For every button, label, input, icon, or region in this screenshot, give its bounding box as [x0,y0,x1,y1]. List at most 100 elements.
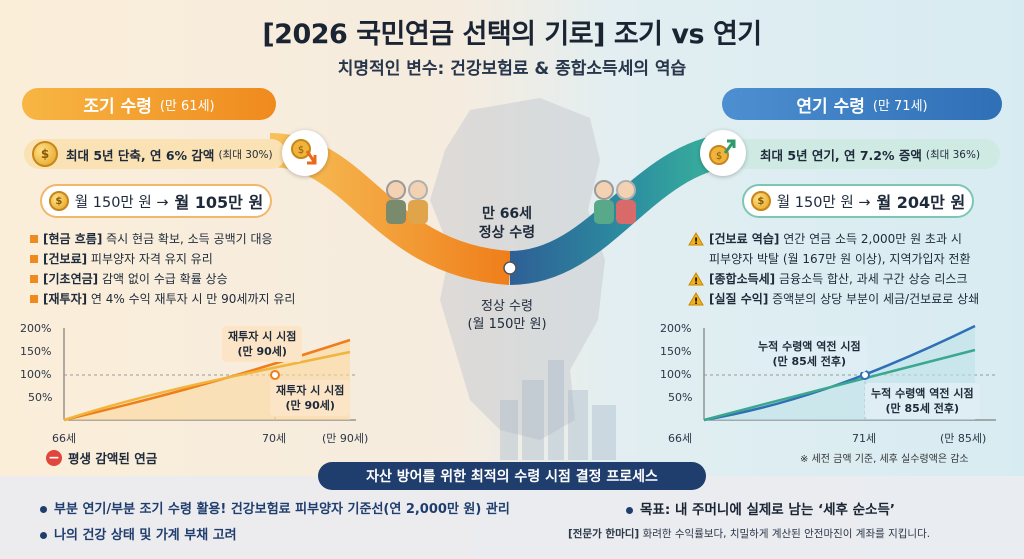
bullet-text: 연 4% 수익 재투자 시 만 90세까지 유리 [90,292,296,306]
early-callout-bottom: 재투자 시 시점 (만 90세) [270,380,351,416]
early-heading: 조기 수령 (만 61세) [22,88,276,120]
svg-text:!: ! [694,277,698,286]
goal-statement: 목표: 내 주머니에 실제로 남는 ‘세후 순소득’ [626,498,895,518]
bullet-tag: [건보료] [43,252,88,266]
x-tick: 71세 [852,432,877,445]
bullet-text: 증액분의 상당 부분이 세금/건보료로 상쇄 [772,292,980,306]
process-banner: 자산 방어를 위한 최적의 수령 시점 결정 프로세스 [318,462,706,490]
normal-amount-line1: 정상 수령 [481,299,533,314]
y-tick: 150% [660,345,692,358]
list-item: 피부양자 박탈 (월 167만 원 이상), 지역가입자 전환 [688,249,1008,269]
early-amount-pre: 월 150만 원 → [74,194,169,211]
late-callout-bottom: 누적 수령액 역전 시점 (만 85세 전후) [865,383,980,419]
list-item: [현금 흐름] 즉시 현금 확보, 소득 공백기 대응 [30,229,330,249]
normal-amount-label: 정상 수령 (월 150만 원) [447,298,567,334]
late-heading-label: 연기 수령 [796,96,865,117]
svg-text:!: ! [694,237,698,246]
expert-tag: [전문가 한마디] [568,528,640,540]
page-subtitle: 치명적인 변수: 건강보험료 & 종합소득세의 역습 [337,59,687,79]
y-tick: 100% [20,368,52,381]
late-callout-top: 누적 수령액 역전 시점 (만 85세 전후) [752,336,867,372]
y-tick: 50% [668,391,693,404]
bullet-text: 연간 연금 소득 2,000만 원 초과 시 [783,232,962,246]
x-tick: 70세 [262,432,287,445]
list-item: ! [실질 수익] 증액분의 상당 부분이 세금/건보료로 상쇄 [688,289,1008,309]
y-tick: 50% [28,391,53,404]
list-item: [기초연금] 감액 없이 수급 확률 상승 [30,269,330,289]
y-tick: 200% [660,322,692,335]
coin-stack-icon: $ [32,141,58,167]
x-tick: 66세 [52,432,77,445]
y-tick: 150% [20,345,52,358]
normal-age-label: 만 66세 정상 수령 [452,205,562,243]
coin-icon: $ [48,191,69,211]
bullet-dot [626,506,633,514]
bottom-item-2: 나의 건강 상태 및 가계 부채 고려 [40,524,237,543]
page-title: [2026 국민연금 선택의 기로] 조기 vs 연기 [262,19,762,50]
late-crossover-point [860,370,870,380]
minus-icon: − [46,449,62,466]
elderly-couple-icon [376,176,438,226]
coin-down-arrow-icon: $ [282,130,328,176]
expert-text: 화려한 수익률보다, 치밀하게 계산된 안전마진이 계좌를 지킵니다. [642,528,931,540]
x-tick: (만 90세) [322,432,369,445]
list-item: ! [종합소득세] 금융소득 합산, 과세 구간 상승 리스크 [688,269,1008,289]
bullet-tag: [건보료 역습] [709,232,780,246]
city-skyline [500,360,616,460]
early-legend: − 평생 감액된 연금 [46,448,157,467]
bullet-text: 감액 없이 수급 확률 상승 [101,272,228,286]
late-band: 최대 5년 연기, 연 7.2% 증액 (최대 36%) [718,139,1000,169]
bullet-text: 피부양자 박탈 (월 167만 원 이상), 지역가입자 전환 [709,252,971,266]
elderly-couple-late-icon [584,176,646,226]
svg-text:!: ! [694,297,698,306]
svg-text:$: $ [716,151,722,162]
warning-icon: ! [688,272,704,286]
early-callout-top: 재투자 시 시점 (만 90세) [222,326,303,362]
bullet-tag: [종합소득세] [709,272,776,286]
normal-age-line2: 정상 수령 [478,225,536,241]
early-amount-post: 월 105만 원 [174,193,264,212]
normal-age-point [503,261,517,275]
bullet-text: 금융소득 합산, 과세 구간 상승 리스크 [779,272,968,286]
early-legend-label: 평생 감액된 연금 [68,451,158,466]
early-band-text: 최대 5년 단축, 연 6% 감액 [66,147,215,163]
x-tick: (만 85세) [940,432,987,445]
bullet-tag: [기초연금] [43,272,99,286]
bullet-tag: [현금 흐름] [43,232,103,246]
late-amount-pre: 월 150만 원 → [776,194,871,211]
early-line-base [63,350,351,422]
bottom-item-1-text: 부분 연기/부분 조기 수령 활용! 건강보험료 피부양자 기준선(연 2,00… [54,502,510,517]
list-item: ! [건보료 역습] 연간 연금 소득 2,000만 원 초과 시 [688,229,1008,249]
goal-text: 목표: 내 주머니에 실제로 남는 ‘세후 순소득’ [640,502,895,518]
warning-icon: ! [688,292,704,306]
svg-text:$: $ [298,145,304,156]
late-heading-sub: (만 71세) [872,98,928,114]
bullet-text: 피부양자 자격 유지 유리 [90,252,213,266]
bullet-text: 즉시 현금 확보, 소득 공백기 대응 [106,232,273,246]
normal-age-line1: 만 66세 [481,206,533,222]
warning-icon: ! [688,232,704,246]
late-band-note: (최대 36%) [925,148,981,161]
early-crossover-point [270,370,280,380]
late-footnote: ※ 세전 금액 기준, 세후 실수령액은 감소 [800,454,969,465]
y-tick: 100% [660,368,692,381]
bullet-tag: [재투자] [43,292,88,306]
expert-comment: [전문가 한마디] 화려한 수익률보다, 치밀하게 계산된 안전마진이 계좌를 … [568,526,930,541]
bullet-dot [40,506,47,513]
normal-amount-line2: (월 150만 원) [467,317,547,332]
late-band-text: 최대 5년 연기, 연 7.2% 증액 [760,147,922,163]
coin-up-arrow-icon: $ [700,130,746,176]
bottom-item-2-text: 나의 건강 상태 및 가계 부채 고려 [54,528,237,543]
list-item: [건보료] 피부양자 자격 유지 유리 [30,249,330,269]
late-bullet-list: ! [건보료 역습] 연간 연금 소득 2,000만 원 초과 시 피부양자 박탈… [688,229,1008,309]
late-line-net [703,348,976,422]
bullet-tag: [실질 수익] [709,292,769,306]
early-heading-sub: (만 61세) [159,98,215,114]
late-amount-box: $ 월 150만 원 → 월 204만 원 [742,184,974,218]
late-heading: 연기 수령 (만 71세) [722,88,1002,120]
x-tick: 66세 [668,432,693,445]
list-item: [재투자] 연 4% 수익 재투자 시 만 90세까지 유리 [30,289,330,309]
early-band: 최대 5년 단축, 연 6% 감액 (최대 30%) [24,139,286,169]
late-amount-post: 월 204만 원 [876,193,966,212]
early-heading-label: 조기 수령 [83,96,152,117]
